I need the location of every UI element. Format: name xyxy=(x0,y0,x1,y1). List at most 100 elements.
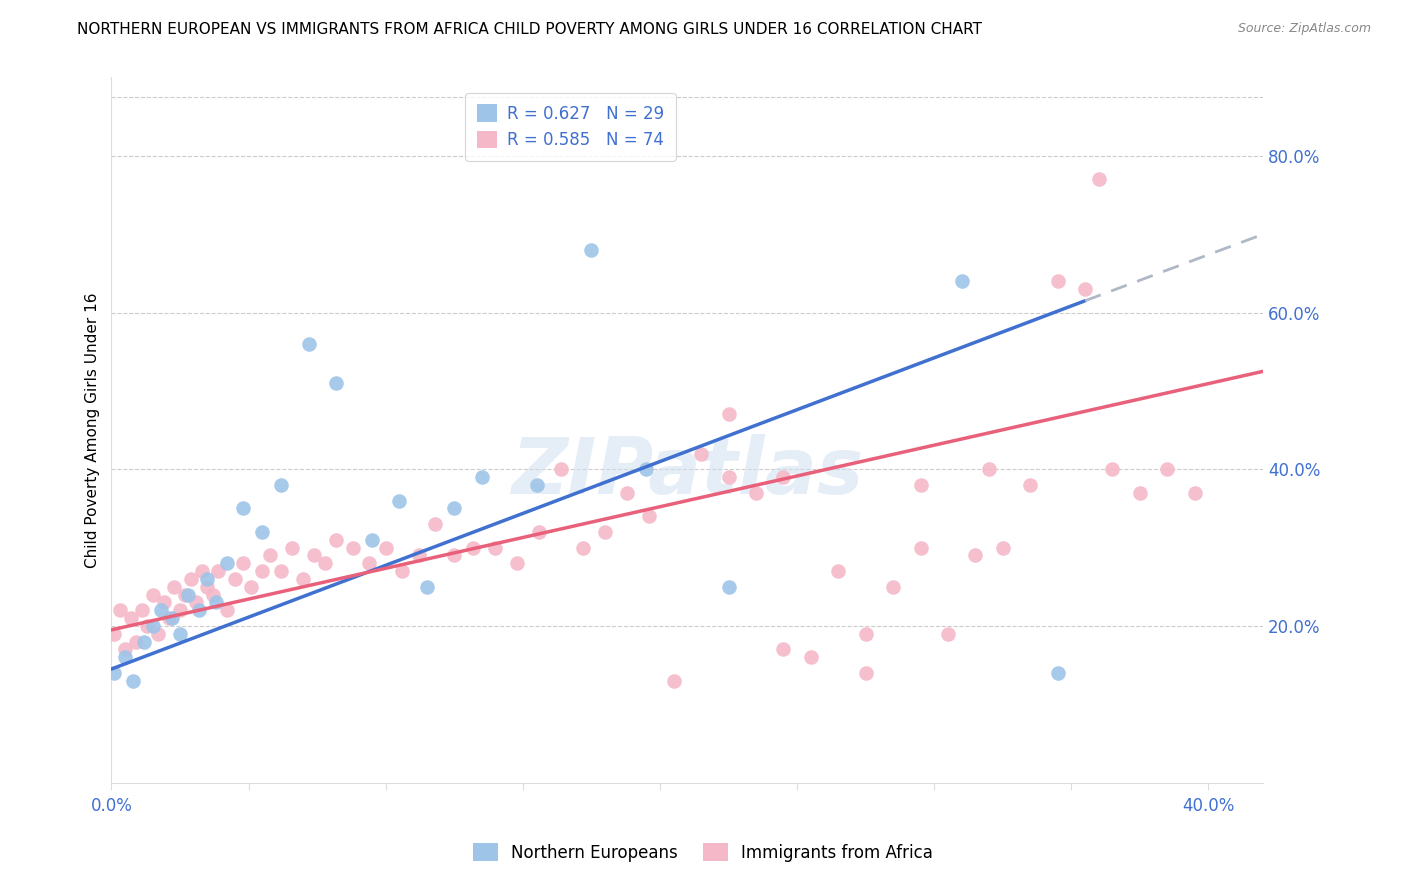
Point xyxy=(506,556,529,570)
Point xyxy=(201,588,224,602)
Point xyxy=(408,549,430,563)
Point xyxy=(636,462,658,476)
Point xyxy=(281,541,304,555)
Point xyxy=(616,485,638,500)
Point xyxy=(581,243,603,257)
Point xyxy=(252,524,274,539)
Point xyxy=(443,549,465,563)
Legend: Northern Europeans, Immigrants from Africa: Northern Europeans, Immigrants from Afri… xyxy=(464,835,942,871)
Point xyxy=(186,595,208,609)
Point xyxy=(342,541,364,555)
Point xyxy=(292,572,315,586)
Point xyxy=(484,541,506,555)
Point xyxy=(114,642,136,657)
Point xyxy=(120,611,142,625)
Point xyxy=(157,611,180,625)
Point xyxy=(1087,172,1109,186)
Point xyxy=(772,470,794,484)
Point xyxy=(936,627,959,641)
Point xyxy=(240,580,263,594)
Point xyxy=(134,634,156,648)
Point xyxy=(745,485,768,500)
Point xyxy=(1046,665,1069,680)
Legend: R = 0.627   N = 29, R = 0.585   N = 74: R = 0.627 N = 29, R = 0.585 N = 74 xyxy=(465,93,676,161)
Point xyxy=(717,580,740,594)
Point xyxy=(304,549,326,563)
Point xyxy=(188,603,211,617)
Point xyxy=(855,665,877,680)
Point xyxy=(252,564,274,578)
Point xyxy=(1019,478,1042,492)
Point xyxy=(180,572,202,586)
Point xyxy=(197,580,219,594)
Point xyxy=(142,588,165,602)
Point xyxy=(977,462,1000,476)
Point xyxy=(169,603,191,617)
Point xyxy=(690,446,713,460)
Point xyxy=(443,501,465,516)
Point xyxy=(772,642,794,657)
Y-axis label: Child Poverty Among Girls Under 16: Child Poverty Among Girls Under 16 xyxy=(86,293,100,568)
Text: Source: ZipAtlas.com: Source: ZipAtlas.com xyxy=(1237,22,1371,36)
Point xyxy=(827,564,849,578)
Point xyxy=(325,376,347,390)
Point xyxy=(593,524,616,539)
Point xyxy=(910,541,932,555)
Point xyxy=(215,603,238,617)
Point xyxy=(717,470,740,484)
Point xyxy=(259,549,281,563)
Point xyxy=(359,556,381,570)
Point xyxy=(314,556,336,570)
Point xyxy=(1074,282,1097,296)
Point xyxy=(103,627,125,641)
Point xyxy=(191,564,214,578)
Point xyxy=(991,541,1014,555)
Point xyxy=(207,564,229,578)
Point xyxy=(325,533,347,547)
Point xyxy=(662,673,685,688)
Point xyxy=(361,533,384,547)
Point xyxy=(550,462,572,476)
Point xyxy=(1101,462,1123,476)
Point xyxy=(232,501,254,516)
Point xyxy=(122,673,145,688)
Point xyxy=(197,572,219,586)
Point xyxy=(270,478,292,492)
Point xyxy=(204,595,226,609)
Point xyxy=(152,595,174,609)
Point xyxy=(163,580,186,594)
Point xyxy=(471,470,494,484)
Point xyxy=(965,549,987,563)
Text: ZIPatlas: ZIPatlas xyxy=(512,434,863,510)
Point xyxy=(882,580,904,594)
Point xyxy=(224,572,246,586)
Point xyxy=(177,588,200,602)
Point xyxy=(416,580,439,594)
Point xyxy=(374,541,396,555)
Point xyxy=(1156,462,1178,476)
Point xyxy=(131,603,153,617)
Point xyxy=(103,665,125,680)
Point xyxy=(800,650,823,665)
Point xyxy=(950,274,973,288)
Text: NORTHERN EUROPEAN VS IMMIGRANTS FROM AFRICA CHILD POVERTY AMONG GIRLS UNDER 16 C: NORTHERN EUROPEAN VS IMMIGRANTS FROM AFR… xyxy=(77,22,983,37)
Point xyxy=(423,517,446,532)
Point xyxy=(232,556,254,570)
Point xyxy=(910,478,932,492)
Point xyxy=(136,619,159,633)
Point xyxy=(526,478,548,492)
Point xyxy=(169,627,191,641)
Point xyxy=(215,556,238,570)
Point xyxy=(1184,485,1206,500)
Point xyxy=(270,564,292,578)
Point xyxy=(125,634,148,648)
Point xyxy=(1046,274,1069,288)
Point xyxy=(149,603,172,617)
Point xyxy=(108,603,131,617)
Point xyxy=(160,611,183,625)
Point xyxy=(529,524,551,539)
Point xyxy=(114,650,136,665)
Point xyxy=(146,627,169,641)
Point xyxy=(142,619,165,633)
Point xyxy=(572,541,595,555)
